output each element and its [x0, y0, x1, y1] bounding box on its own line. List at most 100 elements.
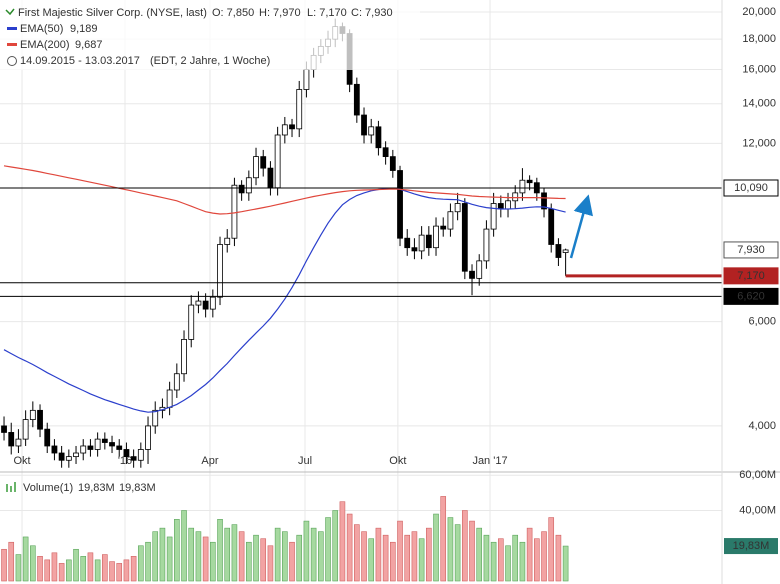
volume-bar [361, 531, 367, 582]
candle-body [353, 83, 360, 116]
trend-arrow [569, 194, 593, 259]
volume-bar [37, 556, 43, 582]
candle-body [65, 456, 72, 461]
stat: L: 7,170 [307, 7, 347, 19]
candle-body [433, 225, 439, 249]
price-box [723, 241, 779, 259]
volume-bar [454, 524, 461, 582]
candle-body [461, 203, 468, 272]
candle-body [29, 409, 36, 420]
candle-body [101, 438, 108, 443]
volume-bar [246, 541, 252, 582]
volume-bar [224, 527, 231, 582]
x-tick-label: '16 [118, 455, 132, 467]
volume-bar [555, 534, 562, 582]
volume-bar [238, 531, 245, 582]
volume-bar [548, 517, 555, 582]
volume-bar [505, 545, 511, 582]
volume-bar [22, 536, 29, 582]
candle-body [109, 442, 115, 447]
candle-body [181, 339, 187, 375]
volume-tick-label: 60,00M [739, 469, 776, 481]
candle-body [145, 425, 151, 450]
candle-body [58, 452, 65, 461]
vol-icon [10, 486, 12, 492]
period-note: (EDT, 2 Jahre, 1 Woche) [150, 55, 270, 67]
candle-body [238, 184, 245, 194]
volume-bar [217, 519, 223, 582]
volume-bar [58, 563, 65, 582]
candle-body [8, 432, 15, 447]
volume-bar [534, 538, 540, 582]
candle-body [245, 177, 252, 194]
y-tick-label: 14,000 [742, 98, 776, 110]
y-tick-label: 16,000 [742, 63, 776, 75]
volume-bar [325, 517, 331, 582]
volume-bar [447, 517, 454, 582]
volume-legend: Volume(1) 19,83M 19,83M [6, 482, 156, 494]
volume-bar [210, 541, 216, 582]
volume-value: 19,83M [119, 482, 156, 494]
price-box-label: 10,090 [734, 182, 768, 194]
candle-body [404, 237, 411, 249]
volume-bar [282, 531, 288, 582]
price-box [723, 287, 779, 305]
candle-body [476, 260, 483, 279]
volume-bar [94, 559, 101, 582]
volume-bar [30, 545, 36, 582]
volume-bar [332, 510, 339, 582]
stat: C: 7,930 [351, 7, 393, 19]
candle-body [454, 203, 461, 213]
x-tick-label: Okt [13, 455, 30, 467]
vol-icon [6, 484, 8, 492]
candle-body [281, 124, 288, 136]
y-tick-label: 18,000 [742, 33, 776, 45]
volume-bar [339, 501, 346, 582]
legend-swatch [7, 27, 17, 30]
volume-bar [303, 520, 310, 582]
volume-value: 19,83M [78, 482, 115, 494]
candle-body [1, 425, 7, 433]
volume-bar [8, 541, 15, 582]
candle-body [73, 452, 79, 458]
legend-value: 9,189 [70, 23, 98, 35]
candle-body [562, 249, 569, 253]
x-tick-label: Jan '17 [472, 455, 507, 467]
volume-bar [541, 531, 547, 582]
candle-body [296, 89, 303, 130]
y-tick-label: 4,000 [748, 420, 776, 432]
volume-bar [231, 524, 238, 582]
volume-bar [116, 563, 123, 582]
legend-value: 9,687 [75, 39, 103, 51]
volume-bar [375, 527, 382, 582]
volume-bar [418, 538, 425, 582]
volume-bar [123, 559, 130, 582]
price-box [723, 267, 779, 285]
candle-body [526, 179, 533, 184]
volume-bar [159, 527, 166, 582]
volume-box-label: 19,83M [733, 540, 770, 552]
volume-bar [195, 531, 202, 582]
x-tick-label: Apr [201, 455, 218, 467]
x-tick-label: Okt [389, 455, 406, 467]
candle-body [519, 179, 526, 194]
volume-tick-label: 40,00M [739, 504, 776, 516]
candle-body [116, 445, 123, 450]
candle-body [87, 445, 94, 450]
volume-bar [109, 561, 115, 582]
volume-bar [462, 510, 468, 582]
candle-body [15, 438, 22, 447]
volume-bar [562, 545, 569, 582]
candle-body [469, 270, 475, 279]
candle-body [375, 126, 382, 149]
candle-body [173, 373, 180, 391]
stat: H: 7,970 [259, 7, 301, 19]
volume-bar [483, 534, 490, 582]
volume-bar [267, 545, 274, 582]
volume-bar [80, 556, 87, 582]
volume-bar [426, 527, 432, 582]
candle-body [541, 192, 547, 210]
volume-bar [66, 559, 72, 582]
volume-bar [390, 541, 396, 582]
legend-label: EMA(50) [20, 23, 63, 35]
